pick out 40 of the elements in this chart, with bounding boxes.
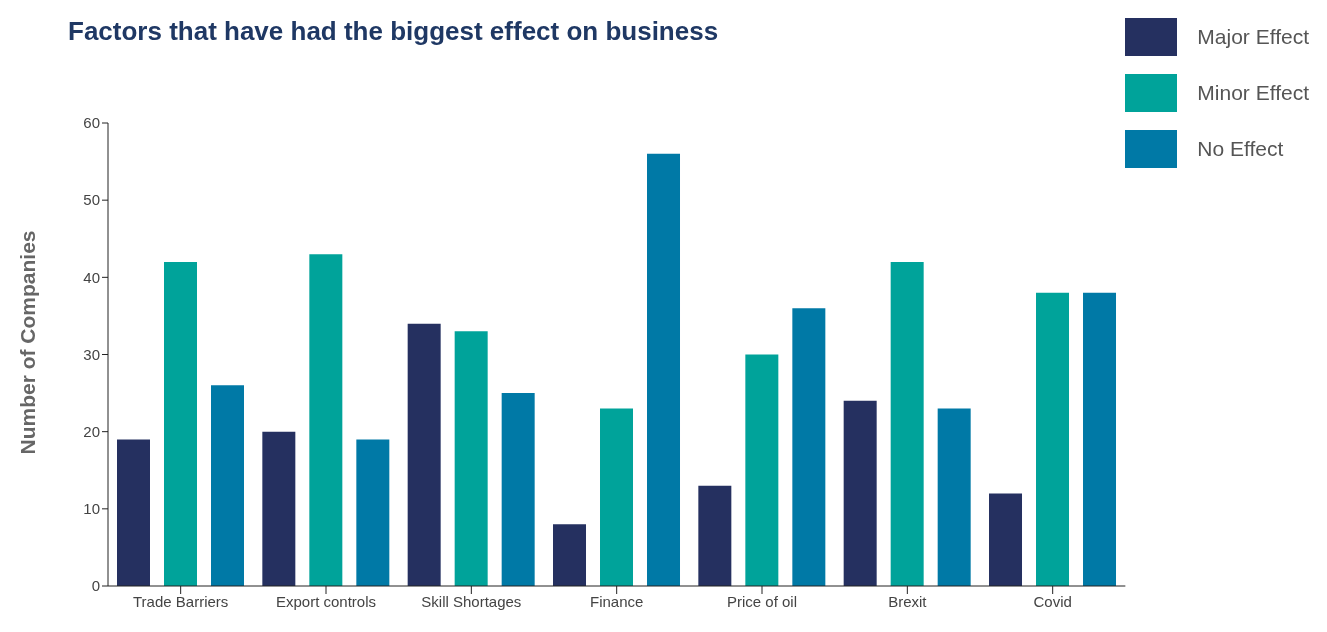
x-tick-label: Skill Shortages — [421, 592, 522, 610]
bar — [745, 354, 779, 586]
bar — [262, 431, 296, 586]
bar — [164, 261, 197, 586]
bar — [600, 408, 633, 586]
x-tick-label: Finance — [589, 592, 644, 610]
bar — [890, 261, 924, 586]
bar — [792, 308, 826, 586]
bar — [647, 153, 680, 586]
bar — [454, 331, 488, 586]
y-tick-label: 50 — [83, 191, 100, 209]
y-tick-label: 30 — [83, 345, 100, 363]
y-tick-label: 60 — [83, 114, 100, 132]
bar — [937, 408, 971, 586]
y-tick-label: 10 — [83, 500, 100, 518]
bar — [407, 323, 441, 586]
bar — [501, 393, 535, 586]
x-tick-label: Covid — [1033, 592, 1072, 610]
bar — [117, 439, 150, 586]
x-tick-label: Trade Barriers — [133, 592, 229, 610]
y-tick-label: 20 — [83, 422, 100, 440]
x-tick-label: Brexit — [888, 592, 928, 610]
bar — [843, 400, 877, 586]
y-axis-title: Number of Companies — [16, 230, 40, 455]
legend-label: Major Effect — [1197, 25, 1309, 49]
y-tick-label: 40 — [83, 268, 100, 286]
bar — [309, 254, 343, 586]
bar — [698, 485, 732, 586]
legend-label: No Effect — [1197, 137, 1284, 161]
bar — [211, 385, 244, 586]
bar — [356, 439, 390, 586]
y-tick-label: 0 — [91, 577, 100, 595]
x-tick-label: Export controls — [275, 592, 377, 610]
x-tick-label: Price of oil — [726, 592, 798, 610]
bar — [553, 524, 586, 586]
bar — [1036, 292, 1070, 586]
chart-title: Factors that have had the biggest effect on business — [68, 16, 719, 47]
bar — [1083, 292, 1117, 586]
legend-label: Minor Effect — [1197, 81, 1309, 105]
bar — [989, 493, 1023, 586]
